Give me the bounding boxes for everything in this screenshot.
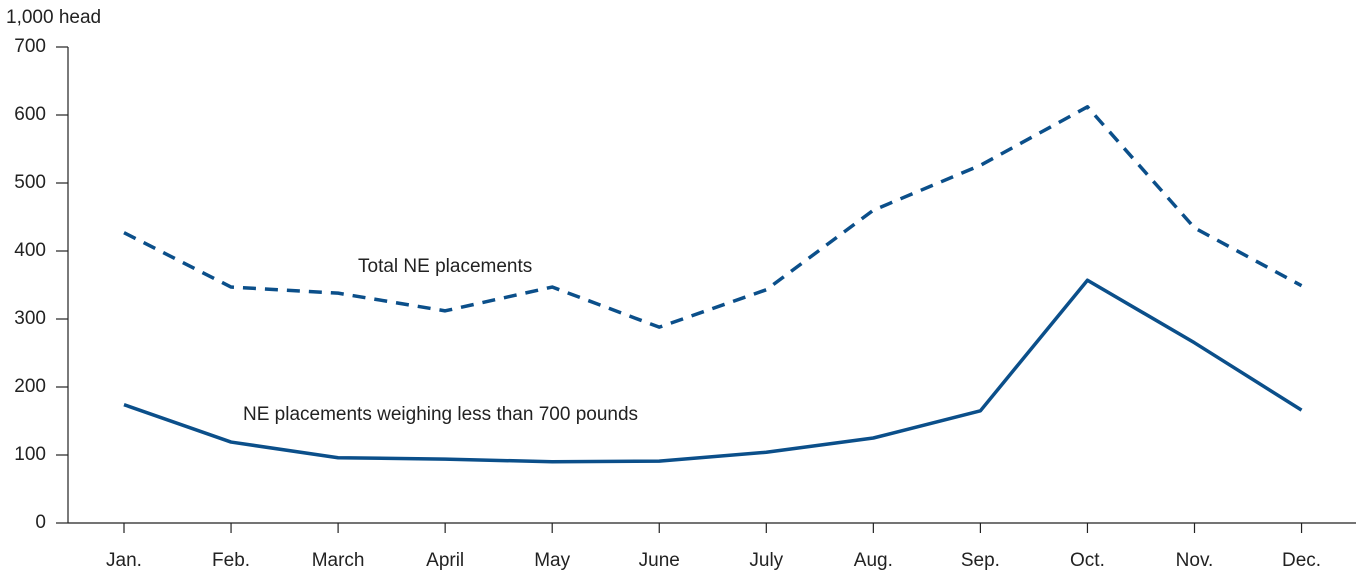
- x-tick-label: Feb.: [212, 550, 250, 571]
- x-tick-label: March: [312, 550, 365, 571]
- x-tick-label: Aug.: [854, 550, 893, 571]
- y-tick-label: 300: [14, 308, 46, 329]
- x-tick-label: June: [639, 550, 680, 571]
- x-tick-label: April: [426, 550, 464, 571]
- x-tick-label: Nov.: [1176, 550, 1214, 571]
- y-tick-label: 100: [14, 444, 46, 465]
- series-label: NE placements weighing less than 700 pou…: [243, 404, 638, 425]
- y-tick-label: 500: [14, 172, 46, 193]
- x-tick-label: July: [749, 550, 783, 571]
- x-tick-label: Dec.: [1282, 550, 1321, 571]
- x-tick-label: Sep.: [961, 550, 1000, 571]
- y-tick-label: 0: [35, 512, 46, 533]
- series-line: [123, 278, 1303, 464]
- y-tick-label: 700: [14, 36, 46, 57]
- y-tick-label: 200: [14, 376, 46, 397]
- series-label: Total NE placements: [358, 256, 532, 277]
- x-tick-label: May: [534, 550, 570, 571]
- y-tick-label: 400: [14, 240, 46, 261]
- y-tick-label: 600: [14, 104, 46, 125]
- x-tick-label: Oct.: [1070, 550, 1105, 571]
- y-axis-label: 1,000 head: [6, 7, 101, 28]
- x-tick-label: Jan.: [106, 550, 142, 571]
- series-line: [123, 105, 1303, 329]
